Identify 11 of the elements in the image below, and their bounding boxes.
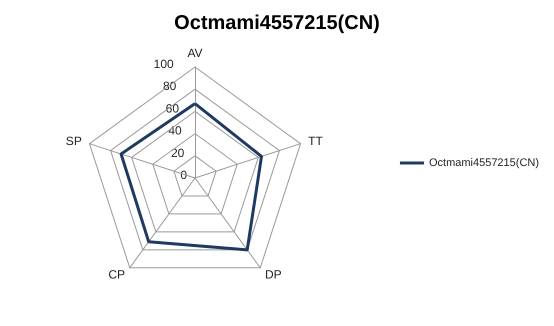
spoke-label: TT xyxy=(308,134,324,148)
chart-title: Octmami4557215(CN) xyxy=(174,12,380,34)
spoke-label: DP xyxy=(264,267,282,282)
y-tick-label: 100 xyxy=(154,57,174,71)
spoke-label: AV xyxy=(187,46,203,60)
spoke-label: SP xyxy=(66,134,82,148)
y-tick-label: 20 xyxy=(170,146,185,160)
legend-label: Octmami4557215(CN) xyxy=(428,157,540,169)
spoke-label: CP xyxy=(108,267,126,282)
y-tick-label: 60 xyxy=(166,101,180,116)
y-tick-label: 40 xyxy=(168,124,182,138)
